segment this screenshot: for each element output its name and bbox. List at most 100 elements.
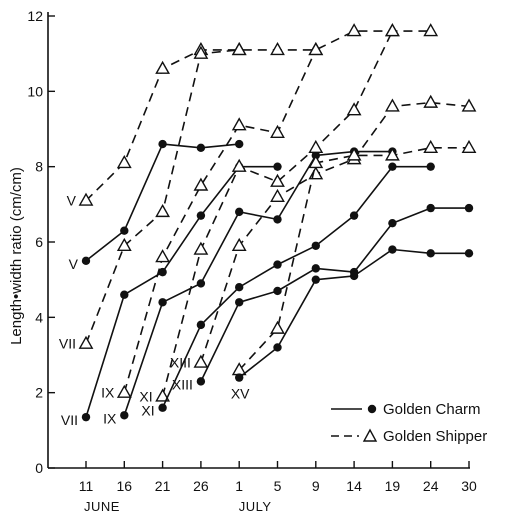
data-point-triangle [193, 45, 209, 59]
series-xv-golden-shipper [231, 139, 477, 376]
y-tick-label: 10 [27, 83, 43, 99]
data-point-circle [235, 298, 244, 307]
legend-label-golden-shipper: Golden Shipper [383, 428, 487, 445]
x-tick-label: 1 [235, 478, 243, 494]
data-point-triangle [308, 154, 324, 169]
data-point-circle [311, 241, 320, 250]
data-point-triangle [423, 139, 439, 154]
data-point-triangle [193, 354, 209, 368]
x-tick-label: 21 [155, 478, 171, 494]
x-tick-label: 30 [461, 478, 477, 494]
series-label: IX [101, 385, 115, 401]
series-line [85, 30, 431, 202]
x-tick-label: 26 [193, 478, 209, 494]
data-point-circle [426, 203, 435, 213]
data-point-circle [120, 411, 129, 420]
series-label: V [67, 193, 77, 209]
data-point-triangle [193, 241, 209, 255]
series-ix-golden-shipper [116, 41, 324, 398]
data-point-triangle [116, 237, 132, 251]
data-point-circle [273, 260, 282, 269]
data-point-circle [158, 139, 167, 149]
y-tick-label: 2 [35, 385, 43, 401]
data-point-triangle [193, 177, 209, 191]
data-point-triangle [346, 147, 362, 161]
series-label: V [69, 256, 79, 272]
series-xiii-golden-charm [196, 203, 474, 386]
data-point-triangle [461, 139, 477, 154]
legend-marker-open-triangle [362, 428, 378, 442]
data-point-circle [81, 256, 91, 266]
series-line [200, 101, 470, 363]
data-point-circle [273, 215, 282, 224]
data-point-triangle [231, 117, 247, 131]
data-point-circle [120, 226, 129, 235]
data-point-triangle [116, 384, 132, 398]
series-label: XV [231, 386, 250, 402]
data-point-circle [273, 162, 282, 171]
series-line [123, 49, 317, 393]
series-line [161, 30, 394, 397]
data-point-circle [426, 249, 435, 258]
data-point-triangle [308, 41, 324, 56]
data-point-circle [388, 218, 397, 228]
data-point-triangle [270, 188, 285, 203]
x-tick-label: 11 [79, 478, 94, 494]
y-tick-label: 0 [35, 460, 43, 476]
x-tick-label: 5 [274, 478, 282, 494]
y-tick-label: 6 [35, 234, 43, 250]
data-point-circle [81, 412, 91, 422]
data-point-circle [196, 320, 206, 330]
series-line [85, 143, 240, 262]
data-point-circle [273, 286, 282, 296]
data-point-circle [196, 377, 206, 386]
data-point-triangle [155, 203, 170, 218]
series-label: IX [103, 410, 117, 426]
series-label: VII [61, 412, 78, 428]
data-point-circle [311, 275, 320, 284]
legend-label-golden-charm: Golden Charm [383, 401, 481, 418]
data-point-triangle [270, 173, 285, 187]
data-point-triangle [270, 41, 285, 56]
data-point-triangle [231, 237, 247, 251]
data-point-triangle [270, 124, 285, 138]
series-line [200, 207, 469, 382]
data-point-circle [388, 245, 397, 254]
y-tick-label: 8 [35, 159, 43, 175]
month-label: JULY [239, 499, 272, 514]
month-label: JUNE [84, 499, 120, 514]
legend-marker-filled-circle [367, 404, 377, 414]
series-xv-golden-charm [235, 245, 474, 382]
data-point-circle [235, 283, 244, 292]
data-point-circle [235, 139, 244, 149]
data-point-circle [349, 271, 359, 281]
series-line [161, 165, 431, 409]
series-vii-golden-charm [81, 162, 282, 422]
x-tick-label: 14 [346, 478, 362, 494]
series-v-golden-charm [81, 139, 244, 266]
data-point-triangle [423, 23, 439, 37]
data-point-triangle [231, 41, 247, 56]
series-xi-golden-shipper [155, 23, 400, 402]
data-point-triangle [308, 139, 324, 154]
data-point-circle [464, 249, 474, 258]
series-label: XI [141, 403, 154, 419]
legend: Golden Charm Golden Shipper [331, 401, 487, 445]
series-label: VII [59, 336, 76, 352]
series-ix-golden-charm [120, 147, 397, 420]
data-point-circle [158, 403, 167, 412]
data-point-circle [196, 279, 206, 288]
data-point-triangle [385, 147, 400, 161]
x-tick-label: 9 [312, 478, 320, 494]
data-point-circle [349, 211, 359, 220]
series-xi-golden-charm [158, 162, 435, 412]
data-point-triangle [346, 23, 362, 37]
y-tick-label: 12 [27, 8, 43, 24]
y-tick-label: 4 [35, 309, 43, 325]
data-point-triangle [78, 335, 94, 349]
data-point-circle [196, 143, 206, 153]
data-point-triangle [423, 94, 439, 108]
data-point-triangle [385, 23, 400, 37]
